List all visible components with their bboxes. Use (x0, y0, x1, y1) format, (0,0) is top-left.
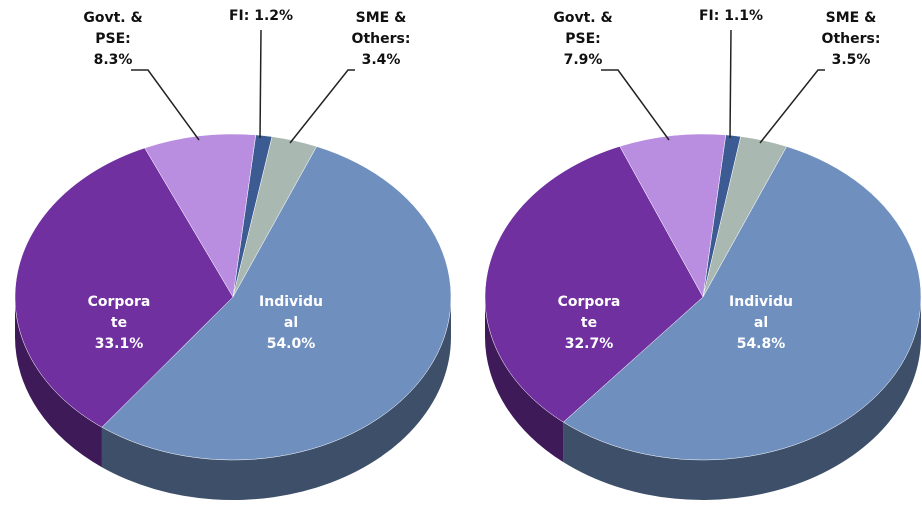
slice-label: Govt. & PSE: 7.9% (545, 8, 621, 71)
value-label: 32.7% (564, 336, 614, 352)
pie-slice (101, 146, 452, 461)
category-label: SME & Others: (821, 10, 881, 47)
slice-side (485, 297, 564, 463)
category-label: Govt. & PSE: (553, 10, 613, 47)
value-label: 8.3% (93, 52, 133, 68)
category-label: Individual (259, 294, 323, 331)
value-label: 54.0% (266, 336, 316, 352)
leader-line (729, 29, 732, 139)
value-label: 3.5% (831, 52, 871, 68)
slice-label: FI: 1.1% (686, 6, 776, 27)
leader-line (131, 69, 200, 141)
slice-label: FI: 1.2% (216, 6, 306, 27)
pie-slice (144, 133, 257, 298)
pie-slice (562, 146, 922, 461)
value-label: 1.2% (254, 8, 294, 24)
slice-label: Corporate 32.7% (556, 292, 622, 355)
slice-label: SME & Others: 3.4% (343, 8, 419, 71)
value-label: 33.1% (94, 336, 144, 352)
leader-line (289, 69, 355, 144)
category-label: Corporate (557, 294, 621, 331)
category-label: FI: (228, 8, 250, 24)
category-label: Govt. & PSE: (83, 10, 143, 47)
category-label: Individual (729, 294, 793, 331)
category-label: FI: (698, 8, 720, 24)
value-label: 1.1% (724, 8, 764, 24)
pie-slice (484, 146, 704, 423)
slice-label: Govt. & PSE: 8.3% (75, 8, 151, 71)
slice-label: SME & Others: 3.5% (813, 8, 889, 71)
value-label: 54.8% (736, 336, 786, 352)
slice-side (563, 297, 921, 501)
pie-slice (619, 133, 727, 298)
category-label: SME & Others: (351, 10, 411, 47)
leader-line (601, 69, 670, 141)
value-label: 7.9% (563, 52, 603, 68)
value-label: 3.4% (361, 52, 401, 68)
slice-label: Individual 54.0% (258, 292, 324, 355)
slice-side (15, 297, 102, 468)
slice-label: Individual 54.8% (728, 292, 794, 355)
leader-line (759, 69, 825, 144)
category-label: Corporate (87, 294, 151, 331)
slice-side (101, 297, 451, 500)
pie-slice (14, 147, 234, 428)
leader-line (259, 29, 262, 139)
slice-label: Corporate 33.1% (86, 292, 152, 355)
